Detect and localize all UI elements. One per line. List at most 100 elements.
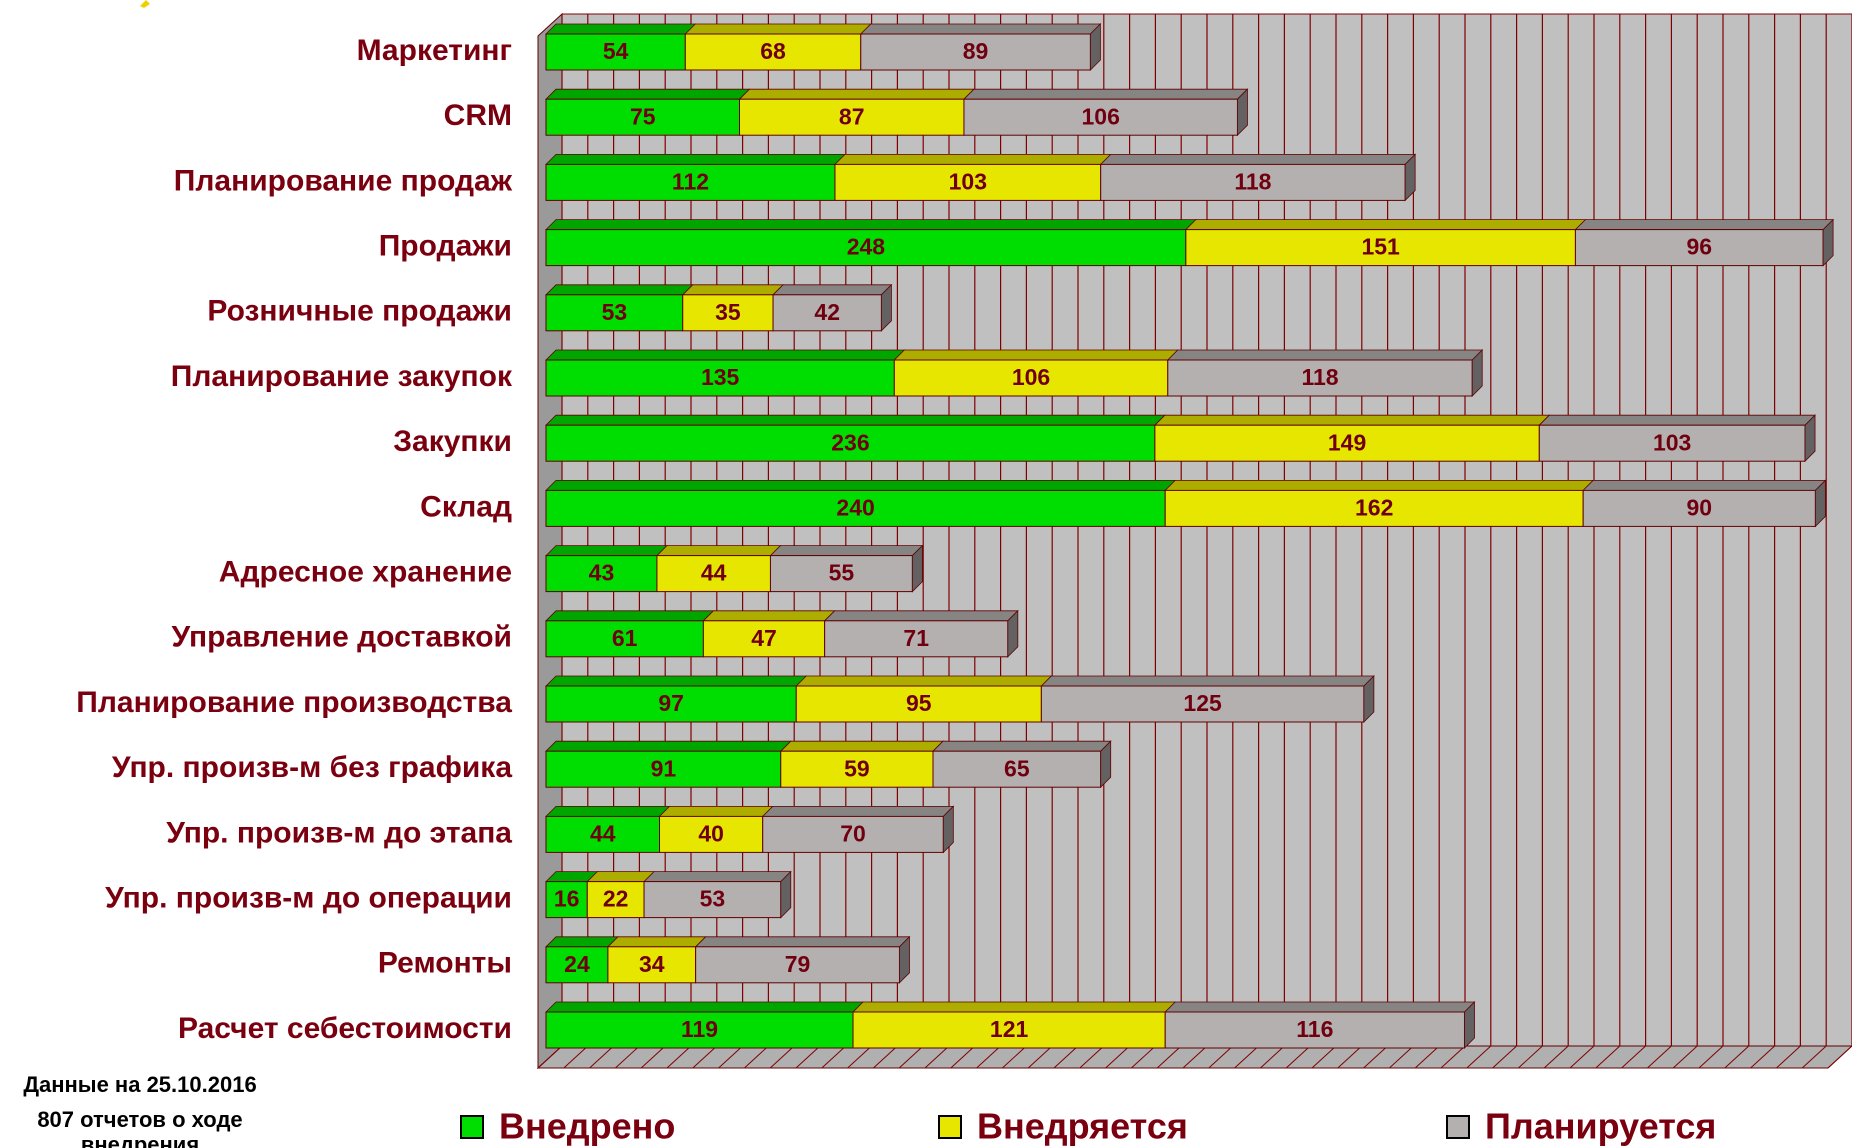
floor-grid-line xyxy=(1131,1045,1156,1069)
floor-grid-line xyxy=(589,1045,614,1069)
bar-side-face xyxy=(1471,349,1483,397)
data-label: 112 xyxy=(672,168,709,194)
bar-side-face xyxy=(1814,479,1826,528)
bar-segment xyxy=(695,946,900,984)
bar-segment xyxy=(1538,424,1806,462)
category-label: Склад xyxy=(420,490,512,523)
floor-grid-line xyxy=(1776,1045,1801,1069)
bar-top-face xyxy=(643,871,792,882)
floor-grid-line xyxy=(795,1045,821,1069)
category-label: Расчет себестоимости xyxy=(178,1012,512,1045)
bar-top-face xyxy=(772,284,893,296)
floor-grid-line xyxy=(1440,1045,1466,1069)
legend-label: Внедряется xyxy=(977,1106,1188,1147)
bar-segment xyxy=(702,620,826,658)
data-label: 22 xyxy=(603,886,629,912)
floor-grid-line xyxy=(718,1045,743,1069)
floor-grid-line xyxy=(744,1045,769,1069)
bar-top-face xyxy=(1164,479,1595,491)
floor-grid-line xyxy=(1260,1045,1285,1069)
data-label: 44 xyxy=(701,560,727,586)
floor-grid-line xyxy=(1698,1045,1724,1069)
data-label: 118 xyxy=(1234,168,1271,194)
category-label: Розничные продажи xyxy=(207,295,512,328)
data-label: 61 xyxy=(612,625,638,651)
floor-grid-line xyxy=(1414,1045,1440,1069)
bar-segment xyxy=(545,881,588,919)
data-label: 103 xyxy=(949,168,987,194)
bar-segment xyxy=(545,555,658,593)
data-label: 89 xyxy=(963,38,989,64)
bar-segment xyxy=(545,1011,854,1049)
category-label: Планирование закупок xyxy=(171,360,513,393)
bar-top-face xyxy=(545,936,619,948)
floor-grid-line xyxy=(1827,1045,1852,1069)
bar-segment xyxy=(932,750,1102,788)
floor-grid-line xyxy=(1337,1045,1363,1069)
floor-grid-line xyxy=(1569,1045,1595,1069)
bar-top-face xyxy=(962,88,1249,100)
floor-grid-line xyxy=(821,1045,847,1069)
floor-grid-line xyxy=(1492,1045,1517,1069)
data-label: 71 xyxy=(903,625,929,651)
bar-segment xyxy=(1100,163,1406,201)
data-label: 135 xyxy=(701,364,740,390)
bar-top-face xyxy=(761,806,955,817)
category-label: Планирование производства xyxy=(76,686,512,719)
bar-side-face xyxy=(1363,675,1375,723)
bar-top-face xyxy=(1538,414,1817,426)
data-label: 44 xyxy=(590,820,616,846)
bar-segment xyxy=(545,750,782,788)
data-label: 91 xyxy=(651,755,677,781)
bar-segment xyxy=(772,294,882,332)
category-label: CRM xyxy=(444,99,512,132)
bar-segment xyxy=(963,98,1238,136)
floor-grid-line xyxy=(1801,1045,1827,1069)
data-label: 75 xyxy=(630,103,656,129)
bar-top-face xyxy=(545,806,671,817)
category-label: Ремонты xyxy=(378,947,512,980)
bar-segment xyxy=(684,33,862,71)
category-label: Упр. произв-м до операции xyxy=(105,882,512,915)
floor-grid-line xyxy=(1647,1045,1672,1069)
category-label: Продажи xyxy=(379,230,512,263)
bar-top-face xyxy=(545,1001,864,1013)
floor-grid-line xyxy=(847,1045,872,1069)
data-label: 40 xyxy=(698,820,724,846)
bar-top-face xyxy=(1040,675,1375,687)
bar-segment xyxy=(545,359,895,397)
bar-top-face xyxy=(1099,153,1417,165)
bar-side-face xyxy=(881,283,892,332)
bar-side-face xyxy=(1007,609,1019,658)
bar-side-face xyxy=(1089,23,1101,71)
floor-grid-line xyxy=(1466,1045,1492,1069)
category-label: Упр. произв-м до этапа xyxy=(166,816,512,849)
bar-top-face xyxy=(545,219,1197,231)
bar-top-face xyxy=(859,23,1102,35)
category-label: Закупки xyxy=(393,425,512,458)
bar-top-face xyxy=(681,284,785,296)
bar-segment xyxy=(545,620,704,658)
bar-side-face xyxy=(780,870,792,919)
bar-top-face xyxy=(655,545,782,556)
data-label: 121 xyxy=(990,1016,1029,1042)
bar-top-face xyxy=(545,479,1177,491)
data-label: 162 xyxy=(1355,494,1393,520)
data-label: 149 xyxy=(1328,429,1366,455)
bar-segment xyxy=(545,33,686,71)
data-label: 151 xyxy=(1361,234,1400,260)
legend-swatch xyxy=(938,1115,962,1139)
data-label: 95 xyxy=(906,690,932,716)
bar-segment xyxy=(586,881,645,919)
bar-top-face xyxy=(893,349,1179,361)
floor-grid-line xyxy=(1363,1045,1388,1069)
bar-top-face xyxy=(684,23,872,35)
data-label: 65 xyxy=(1004,755,1030,781)
data-label: 125 xyxy=(1183,690,1222,716)
data-label: 116 xyxy=(1296,1016,1333,1042)
floor-grid-line xyxy=(769,1045,795,1069)
bar-top-face xyxy=(852,1001,1177,1013)
bar-top-face xyxy=(545,610,715,622)
bar-top-face xyxy=(769,545,924,556)
annotation: Данные на 25.10.2016 xyxy=(23,1072,256,1097)
